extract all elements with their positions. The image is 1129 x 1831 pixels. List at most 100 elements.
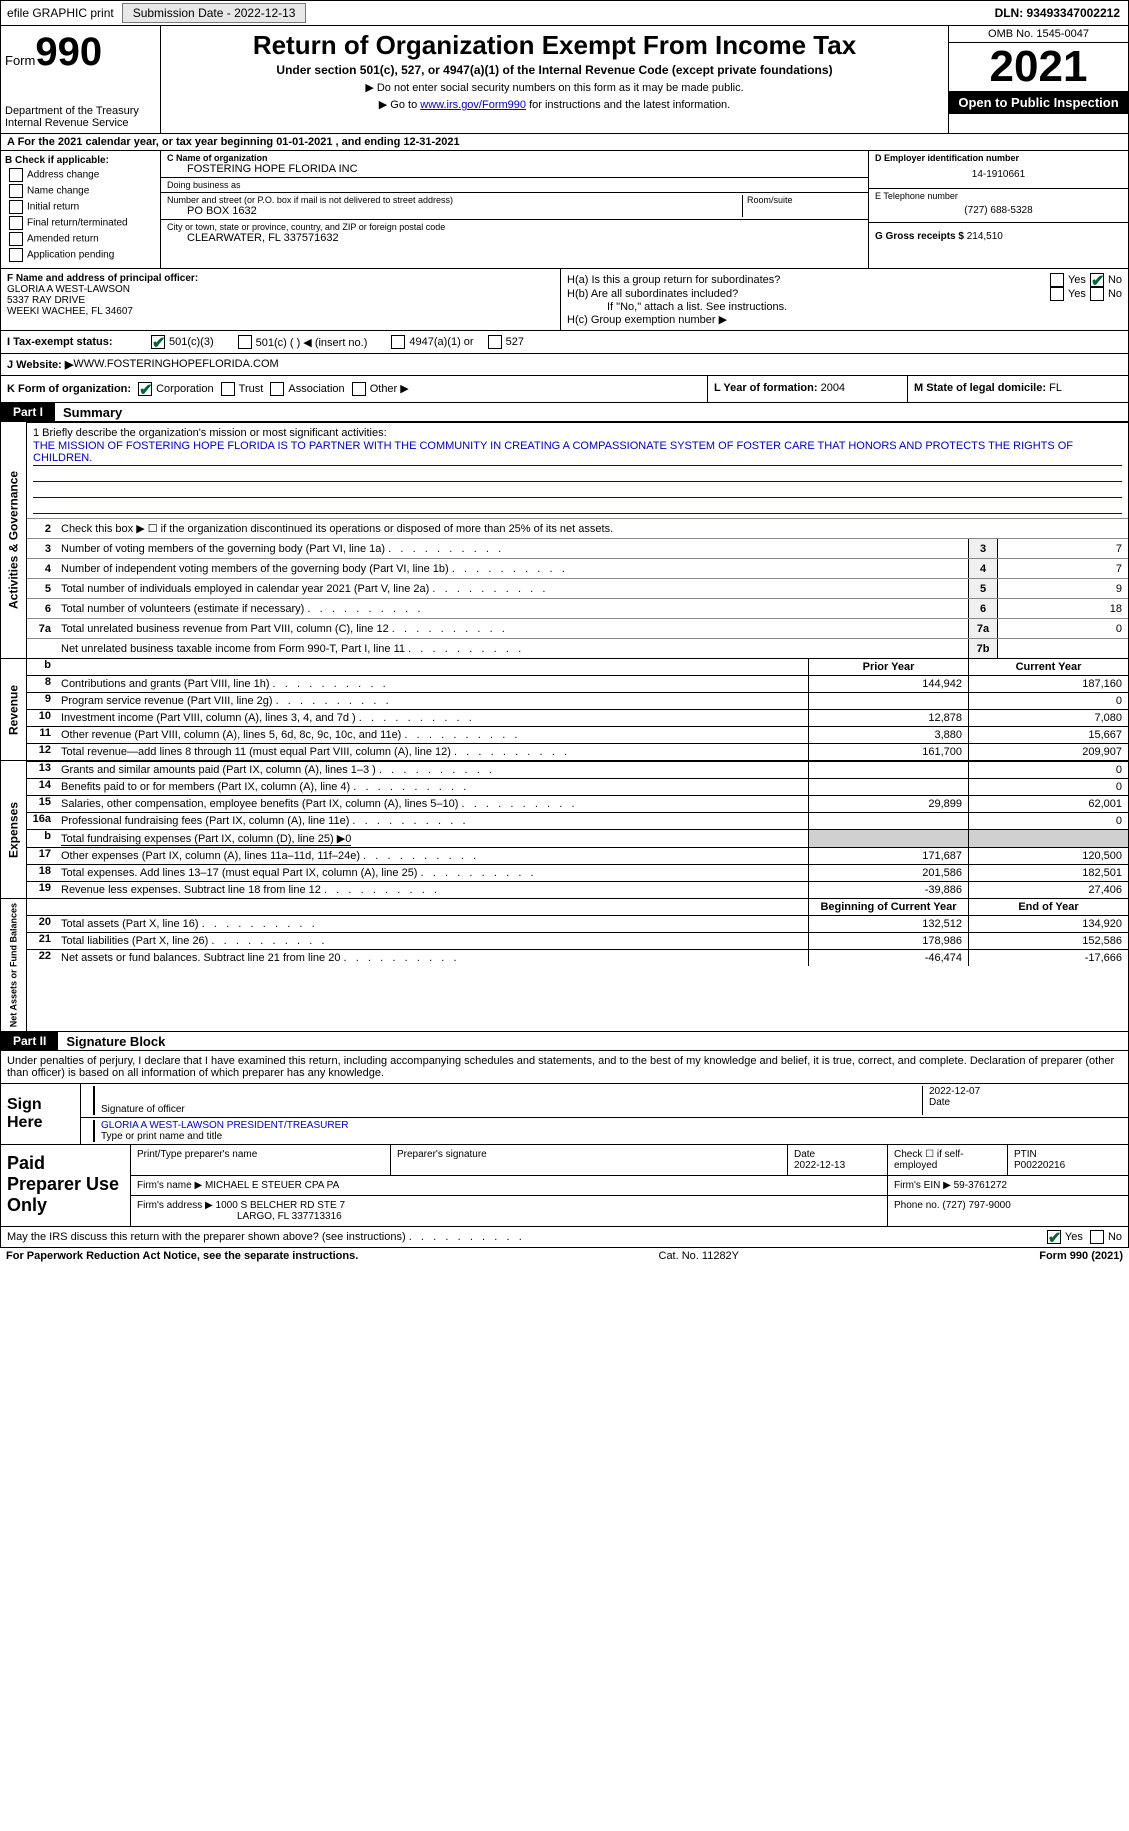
box-f: F Name and address of principal officer:… [1,269,561,330]
check-name[interactable]: Name change [5,184,156,198]
check-initial[interactable]: Initial return [5,200,156,214]
tel-value: (727) 688-5328 [875,201,1122,220]
ptin-value: P00220216 [1014,1160,1065,1171]
expense-line: bTotal fundraising expenses (Part IX, co… [27,829,1128,847]
check-final[interactable]: Final return/terminated [5,216,156,230]
discuss-no[interactable] [1090,1230,1104,1244]
part2-header: Part II Signature Block [0,1032,1129,1051]
col-beginning: Beginning of Current Year [808,899,968,915]
irs-link[interactable]: www.irs.gov/Form990 [420,99,526,111]
hb-no-check[interactable] [1090,287,1104,301]
expense-line: 19Revenue less expenses. Subtract line 1… [27,881,1128,898]
gov-line: 5Total number of individuals employed in… [27,578,1128,598]
city-value: CLEARWATER, FL 337571632 [167,232,862,244]
pra-notice: For Paperwork Reduction Act Notice, see … [6,1250,358,1262]
header-middle: Return of Organization Exempt From Incom… [161,26,948,133]
row-j-website: J Website: ▶ WWW.FOSTERINGHOPEFLORIDA.CO… [0,354,1129,376]
check-527[interactable] [488,335,502,349]
officer-typed-name: GLORIA A WEST-LAWSON PRESIDENT/TREASURER [101,1120,1122,1131]
summary-activities: Activities & Governance 1 Briefly descri… [0,422,1129,659]
hb-label: H(b) Are all subordinates included? [567,288,1046,300]
dln-label: DLN: 93493347002212 [995,6,1128,20]
self-employed-check[interactable]: Check ☐ if self-employed [888,1145,1008,1175]
addr-label: Number and street (or P.O. box if mail i… [167,195,742,205]
box-h: H(a) Is this a group return for subordin… [561,269,1128,330]
col-current: Current Year [968,659,1128,675]
submission-date-button[interactable]: Submission Date - 2022-12-13 [122,3,307,23]
part2-bar: Part II [1,1032,58,1050]
expense-line: 18Total expenses. Add lines 13–17 (must … [27,864,1128,881]
box-b-title: B Check if applicable: [5,155,156,166]
hb-yes-check[interactable] [1050,287,1064,301]
summary-netassets: Net Assets or Fund Balances Beginning of… [0,899,1129,1032]
box-c: C Name of organization FOSTERING HOPE FL… [161,151,868,268]
tel-label: E Telephone number [875,191,1122,201]
box-b: B Check if applicable: Address change Na… [1,151,161,268]
netassets-line: 20Total assets (Part X, line 16)132,5121… [27,915,1128,932]
header-right: OMB No. 1545-0047 2021 Open to Public In… [948,26,1128,133]
prep-sig-label: Preparer's signature [391,1145,788,1175]
ein-value: 14-1910661 [875,163,1122,186]
footer: For Paperwork Reduction Act Notice, see … [0,1248,1129,1264]
hb-note: If "No," attach a list. See instructions… [567,301,1122,313]
check-pending[interactable]: Application pending [5,248,156,262]
row-a-taxyear: A For the 2021 calendar year, or tax yea… [0,134,1129,151]
check-amended[interactable]: Amended return [5,232,156,246]
sign-here-label: Sign Here [1,1084,81,1144]
form-header: Form990 Department of the Treasury Inter… [0,26,1129,134]
room-label: Room/suite [747,195,862,205]
city-label: City or town, state or province, country… [167,222,862,232]
check-501c[interactable] [238,335,252,349]
row-klm: K Form of organization: Corporation Trus… [0,376,1129,403]
box-d: D Employer identification number 14-1910… [868,151,1128,268]
netassets-line: 21Total liabilities (Part X, line 26)178… [27,932,1128,949]
check-501c3[interactable] [151,335,165,349]
perjury-statement: Under penalties of perjury, I declare th… [1,1051,1128,1084]
ha-label: H(a) Is this a group return for subordin… [567,274,1046,286]
expense-line: 17Other expenses (Part IX, column (A), l… [27,847,1128,864]
check-trust[interactable] [221,382,235,396]
discuss-yes[interactable] [1047,1230,1061,1244]
paid-preparer-row: Paid Preparer Use Only Print/Type prepar… [1,1144,1128,1226]
instruction-2: ▶ Go to www.irs.gov/Form990 for instruct… [165,98,944,111]
org-name-label: C Name of organization [167,153,862,163]
open-to-public: Open to Public Inspection [949,91,1128,114]
check-4947[interactable] [391,335,405,349]
check-corp[interactable] [138,382,152,396]
revenue-line: 9Program service revenue (Part VIII, lin… [27,692,1128,709]
mission-label: 1 Briefly describe the organization's mi… [33,427,1122,439]
revenue-line: 11Other revenue (Part VIII, column (A), … [27,726,1128,743]
paid-label: Paid Preparer Use Only [1,1145,131,1226]
ha-yes-check[interactable] [1050,273,1064,287]
revenue-line: 12Total revenue—add lines 8 through 11 (… [27,743,1128,760]
gov-line: Net unrelated business taxable income fr… [27,638,1128,658]
part1-title: Summary [55,405,122,420]
mission-blank2 [33,482,1122,498]
top-bar: efile GRAPHIC print Submission Date - 20… [0,0,1129,26]
officer-addr1: 5337 RAY DRIVE [7,295,554,306]
summary-expenses: Expenses 13Grants and similar amounts pa… [0,761,1129,899]
org-name: FOSTERING HOPE FLORIDA INC [167,163,862,175]
vlabel-revenue: Revenue [1,659,27,760]
expense-line: 16aProfessional fundraising fees (Part I… [27,812,1128,829]
part1-bar: Part I [1,403,55,421]
tax-label: I Tax-exempt status: [7,336,147,348]
check-assoc[interactable] [270,382,284,396]
check-address[interactable]: Address change [5,168,156,182]
cat-number: Cat. No. 11282Y [659,1250,740,1262]
prep-name-label: Print/Type preparer's name [137,1149,384,1160]
ha-no-check[interactable] [1090,273,1104,287]
gov-line: 7aTotal unrelated business revenue from … [27,618,1128,638]
firm-name: MICHAEL E STEUER CPA PA [205,1180,339,1191]
box-m: M State of legal domicile: FL [908,376,1128,402]
signature-block: Under penalties of perjury, I declare th… [0,1051,1129,1227]
vlabel-activities: Activities & Governance [1,422,27,658]
revenue-line: 10Investment income (Part VIII, column (… [27,709,1128,726]
sigoff-label: Signature of officer [101,1104,922,1115]
prep-date: 2022-12-13 [794,1160,845,1171]
vlabel-expenses: Expenses [1,761,27,898]
check-other[interactable] [352,382,366,396]
header-left: Form990 Department of the Treasury Inter… [1,26,161,133]
instruction-1: ▶ Do not enter social security numbers o… [165,81,944,94]
dept-treasury: Department of the Treasury Internal Reve… [5,105,156,129]
